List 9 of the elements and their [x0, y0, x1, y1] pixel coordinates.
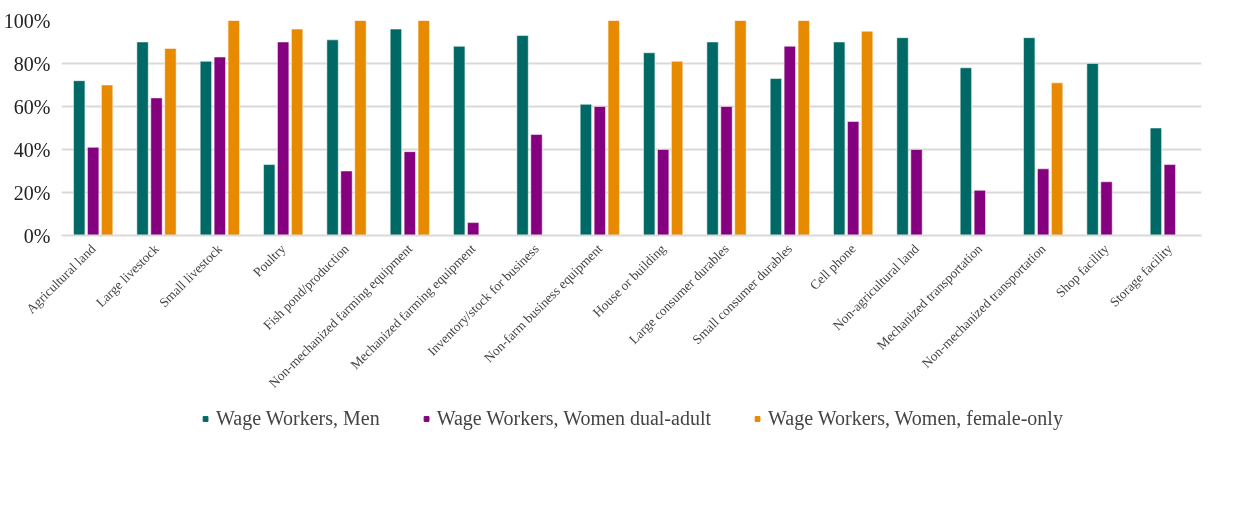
y-tick-label: 40% — [13, 138, 51, 161]
y-tick-label: 100% — [3, 9, 51, 32]
y-tick-label: 0% — [23, 224, 51, 247]
y-tick-label: 80% — [13, 52, 51, 75]
y-tick-label: 20% — [13, 181, 51, 204]
legend-label: Wage Workers, Men — [216, 406, 380, 430]
y-tick-label: 60% — [13, 95, 51, 118]
legend-label: Wage Workers, Women dual-adult — [436, 406, 712, 430]
legend-label: Wage Workers, Women, female-only — [768, 406, 1063, 430]
